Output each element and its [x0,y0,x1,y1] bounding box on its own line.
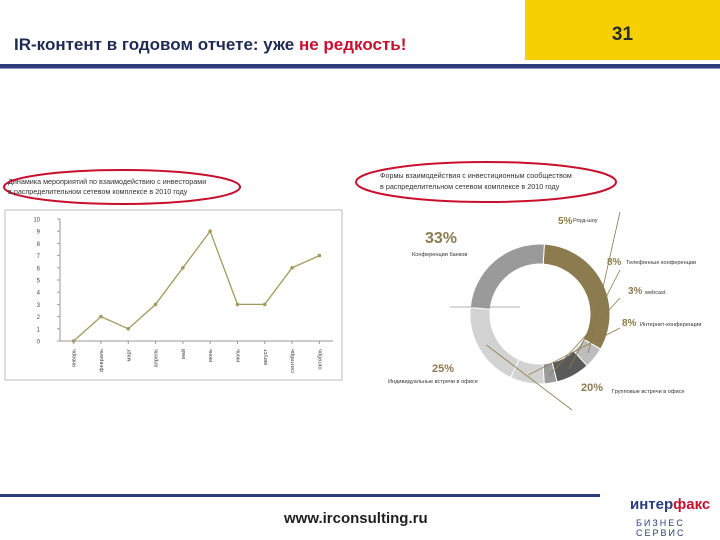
x-tick-label: январь [72,349,78,367]
y-tick-label: 1 [37,327,41,333]
company-logo: интерфакс БИЗНЕС СЕРВИС [612,496,712,538]
y-tick-label: 4 [37,291,41,297]
donut-chart-title-group: Формы взаимодействия с инвестиционным со… [355,161,617,203]
donut-slice [542,243,611,350]
x-tick-label: июнь [208,349,214,362]
logo-tagline: БИЗНЕС СЕРВИС [636,518,686,538]
slice-name-label: Групповые встречи в офисе [612,389,685,395]
leader-line [486,344,573,411]
slice-percent-label: 8% [607,257,622,268]
x-tick-label: сентябрь [290,349,296,373]
x-tick-label: апрель [154,349,160,367]
slice-name-label: webcast [644,290,666,296]
x-tick-label: май [180,349,187,359]
data-point [235,302,240,307]
x-tick-label: февраль [99,349,105,372]
leader-line [587,211,621,354]
line-chart-title-line-1: Динамика мероприятий по взаимодействию с… [8,177,206,186]
slice-name-label: Конференции банков [412,252,467,258]
donut-slice [469,306,520,379]
data-point [153,302,158,307]
page-number: 31 [611,24,634,45]
footer-url: www.irconsulting.ru [284,510,428,527]
page-number-badge: 31 [525,0,720,60]
series-line [73,229,320,342]
donut-chart: 33% Конференции банков 5% Роуд-шоу 8% Телефон… [388,211,701,411]
slice-percent-label: 8% [622,318,637,329]
donut-chart-highlight-ellipse [355,161,617,203]
leader-line [528,327,621,376]
slice-percent-label: 3% [628,286,643,297]
line-chart-highlight-ellipse [3,169,241,205]
header-rule-thin [0,68,720,69]
line-chart-frame [4,209,343,381]
y-tick-label: 6 [37,266,41,272]
data-point [126,327,131,331]
logo-part-b: факс [673,496,711,513]
logo-wordmark: интерфакс [612,496,712,514]
x-tick-label: октябрь [317,349,323,370]
y-tick-label: 8 [37,242,41,248]
title-prefix: IR-контент в годовом отчете: уже [14,35,299,54]
slice-percent-label: 20% [581,382,603,394]
y-tick-label: 2 [37,315,41,321]
data-point [290,266,294,270]
header-rule [0,64,720,68]
slice-name-label: Интернет-конференции [640,322,701,328]
title-accent: не редкость! [298,35,407,54]
y-tick-label: 5 [37,279,41,285]
slice-name-label: Телефонные конференции [626,260,696,266]
slice-name-label: Индивидуальные встречи в офисе [388,379,478,385]
donut-slice [469,243,545,310]
x-tick-label: март [126,349,132,362]
donut-chart-title-line-1: Формы взаимодействия с инвестиционным со… [380,171,572,180]
donut-chart-title-line-2: в распределительном сетевом комплексе в … [380,182,560,191]
y-tick-label: 7 [37,254,41,260]
slice-percent-label: 25% [432,363,454,375]
y-tick-label: 9 [37,230,41,236]
line-chart-title-group: Динамика мероприятий по взаимодействию с… [3,169,241,205]
slide-header: IR-контент в годовом отчете: уже не редк… [0,0,720,70]
slice-percent-label: 5% [558,216,573,227]
footer-rule [0,494,600,497]
leader-line [568,269,621,369]
slice-percent-label: 33% [425,230,457,247]
slide-title: IR-контент в годовом отчете: уже не редк… [14,35,406,55]
slice-name-label: Роуд-шоу [573,218,598,224]
y-tick-label: 0 [37,340,41,346]
data-point [208,229,212,233]
data-point [262,302,267,307]
data-point [181,266,185,270]
y-tick-label: 10 [33,218,40,224]
logo-part-a: интер [630,496,674,513]
data-point [99,314,103,319]
x-tick-label: август [263,349,269,366]
line-chart-title-line-2: в распределительном сетевом комплексе в … [8,187,188,196]
line-chart: 0 1 2 3 4 5 6 7 8 9 10 январь февраль март апрель май ию… [33,218,333,373]
data-point [317,253,322,258]
x-tick-label: июль [235,349,241,362]
y-tick-label: 3 [37,303,41,309]
leader-line [549,297,621,376]
